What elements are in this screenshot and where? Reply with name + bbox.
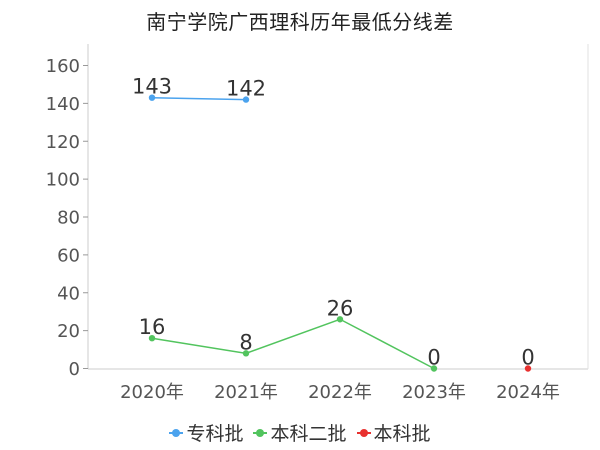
data-label: 16 xyxy=(139,315,166,339)
y-tick-label: 40 xyxy=(57,283,80,304)
x-tick-label: 2023年 xyxy=(402,382,466,403)
x-tick-label: 2021年 xyxy=(214,382,278,403)
legend-swatch-icon xyxy=(253,426,268,440)
chart-title: 南宁学院广西理科历年最低分线差 xyxy=(146,10,454,34)
legend-item[interactable]: 专科批 xyxy=(169,419,243,446)
y-tick-label: 120 xyxy=(46,132,80,153)
legend: 专科批 本科二批 本科批 xyxy=(0,419,600,446)
x-tick-label: 2022年 xyxy=(308,382,372,403)
x-tick-label: 2024年 xyxy=(496,382,560,403)
data-label: 26 xyxy=(327,296,354,320)
legend-label: 本科二批 xyxy=(270,423,347,445)
legend-item[interactable]: 本科批 xyxy=(356,419,431,446)
legend-label: 专科批 xyxy=(186,423,244,445)
y-tick-label: 100 xyxy=(46,170,80,191)
x-tick-label: 2020年 xyxy=(120,382,184,403)
y-tick-label: 80 xyxy=(57,208,80,229)
data-point xyxy=(242,350,250,357)
legend-swatch-icon xyxy=(356,426,371,440)
data-point xyxy=(148,335,156,342)
legend-item[interactable]: 本科二批 xyxy=(253,419,347,446)
data-label: 8 xyxy=(239,330,252,354)
y-tick-label: 20 xyxy=(57,321,80,342)
data-point xyxy=(148,94,156,101)
y-tick-label: 140 xyxy=(46,94,80,115)
y-tick-label: 160 xyxy=(46,56,80,77)
data-point xyxy=(430,365,438,372)
legend-label: 本科批 xyxy=(373,423,431,445)
data-label: 142 xyxy=(226,77,266,101)
series-lines xyxy=(148,94,532,372)
y-tick-label: 0 xyxy=(69,359,80,380)
series-line xyxy=(151,96,247,101)
data-labels: 143 142 16 8 26 0 0 xyxy=(132,75,535,370)
data-label: 0 xyxy=(521,346,534,370)
legend-swatch-icon xyxy=(169,426,184,440)
data-point xyxy=(336,316,344,323)
data-point xyxy=(242,96,250,103)
series-line xyxy=(151,318,435,370)
data-label: 0 xyxy=(427,346,440,370)
data-point xyxy=(524,365,532,372)
y-tick-label: 60 xyxy=(57,245,80,266)
data-label: 143 xyxy=(132,75,172,99)
